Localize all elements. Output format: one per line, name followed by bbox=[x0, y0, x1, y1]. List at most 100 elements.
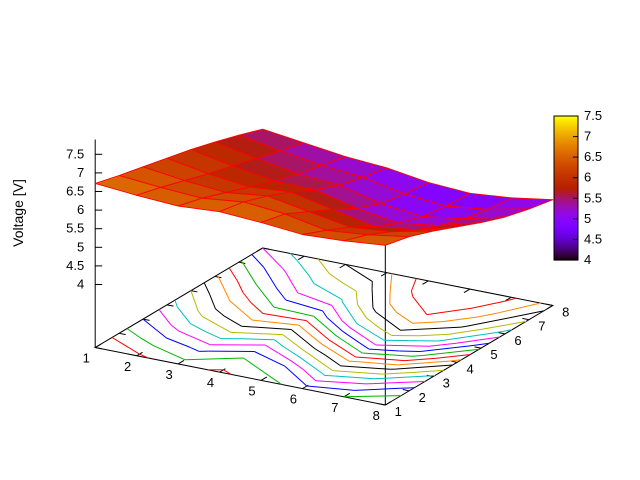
colorbar-strip bbox=[554, 134, 578, 137]
contour-segment bbox=[153, 345, 186, 361]
contour-segment bbox=[158, 309, 172, 325]
contour-segment bbox=[309, 275, 315, 284]
colorbar-strip bbox=[554, 116, 578, 119]
contour-segment bbox=[251, 254, 264, 268]
contour-segment bbox=[372, 307, 377, 313]
colorbar-tick-label: 6 bbox=[584, 170, 591, 185]
contour-segment bbox=[328, 339, 356, 358]
contour-segment bbox=[437, 340, 443, 342]
y-tick bbox=[546, 303, 553, 306]
contour-segment bbox=[264, 344, 293, 363]
contour-segment bbox=[410, 290, 414, 297]
contour-segment bbox=[326, 317, 344, 332]
contour-segment bbox=[315, 380, 366, 385]
contour-segment bbox=[185, 357, 244, 361]
y-mirror-tick bbox=[119, 332, 126, 336]
z-tick-label: 4.5 bbox=[66, 258, 84, 273]
contour-segment bbox=[331, 305, 343, 321]
colorbar-tick-label: 4 bbox=[584, 252, 591, 267]
colorbar-strip bbox=[554, 120, 578, 123]
y-tick-label: 2 bbox=[419, 390, 426, 405]
x-axis: 1 2 3 4 5 6 7 8 bbox=[83, 247, 554, 423]
colorbar-strip bbox=[554, 132, 578, 135]
colorbar-strip bbox=[554, 160, 578, 163]
y-tick-label: 4 bbox=[466, 361, 473, 376]
colorbar-strip bbox=[554, 130, 578, 133]
x-tick-label: 8 bbox=[373, 408, 380, 423]
z-tick-label: 6.5 bbox=[66, 184, 84, 199]
contour-segment bbox=[332, 370, 383, 375]
contour-segment bbox=[276, 288, 287, 301]
x-mirror-tick bbox=[463, 288, 471, 293]
colorbar-strip bbox=[554, 244, 578, 247]
colorbar-strip bbox=[554, 124, 578, 127]
contour-segment bbox=[356, 323, 385, 341]
colorbar-strip bbox=[554, 238, 578, 241]
contour-segment bbox=[218, 276, 230, 299]
contour-segment bbox=[241, 325, 292, 330]
contour-segment bbox=[284, 365, 308, 387]
colorbar-strip bbox=[554, 246, 578, 249]
contour-segment bbox=[190, 323, 206, 332]
x-tick-label: 7 bbox=[331, 400, 338, 415]
contour-segment bbox=[345, 358, 349, 362]
contour-segment bbox=[375, 344, 429, 347]
surface-quad bbox=[343, 234, 410, 246]
contour-segment bbox=[240, 260, 244, 264]
contour-segment bbox=[263, 266, 271, 277]
colorbar-strip bbox=[554, 192, 578, 195]
contour-segment bbox=[251, 319, 299, 326]
colorbar-strip bbox=[554, 228, 578, 231]
colorbar-strip bbox=[554, 224, 578, 227]
contour-segment bbox=[282, 334, 306, 352]
contour-segment bbox=[400, 326, 462, 331]
z-tick-label: 6 bbox=[77, 202, 84, 217]
colorbar-strip bbox=[554, 146, 578, 149]
contour-segment bbox=[297, 292, 332, 306]
colorbar-strip bbox=[554, 226, 578, 229]
contour-segment bbox=[307, 352, 333, 372]
contour-segment bbox=[404, 357, 437, 362]
colorbar-strip bbox=[554, 242, 578, 245]
x-tick-label: 4 bbox=[207, 375, 214, 390]
contour-segment bbox=[379, 327, 393, 336]
z-axis-title: Voltage [V] bbox=[10, 179, 26, 247]
contour-segment bbox=[395, 364, 453, 370]
colorbar-tick-label: 5.5 bbox=[584, 190, 602, 205]
contour-segment bbox=[178, 330, 211, 346]
contour-segment bbox=[355, 290, 359, 305]
contour-segment bbox=[299, 356, 323, 375]
colorbar-strip bbox=[554, 140, 578, 143]
colorbar-strip bbox=[554, 150, 578, 153]
y-tick-label: 5 bbox=[490, 347, 497, 362]
colorbar-tick-label: 4.5 bbox=[584, 231, 602, 246]
contour-segment bbox=[348, 360, 359, 363]
contour-segment bbox=[189, 346, 200, 352]
colorbar-strip bbox=[554, 202, 578, 205]
contour-segment bbox=[375, 311, 401, 331]
contour-segment bbox=[456, 336, 500, 344]
contour-segment bbox=[504, 297, 517, 302]
contour-segment bbox=[412, 321, 443, 324]
contour-segment bbox=[343, 395, 402, 398]
colorbar-strip bbox=[554, 136, 578, 139]
colorbar-strip bbox=[554, 118, 578, 121]
colorbar-strip bbox=[554, 148, 578, 151]
colorbar-strip bbox=[554, 158, 578, 161]
contour-segment bbox=[358, 361, 398, 366]
contour-segment bbox=[223, 369, 232, 375]
colorbar-strip bbox=[554, 154, 578, 157]
x-mirror-tick bbox=[422, 280, 429, 285]
y-mirror-tick bbox=[142, 318, 150, 321]
contour-segment bbox=[197, 310, 203, 317]
y-mirror-tick bbox=[166, 304, 174, 307]
z-tick-label: 5 bbox=[77, 239, 84, 254]
contour-segment bbox=[216, 274, 220, 278]
y-tick bbox=[474, 346, 482, 349]
x-tick bbox=[94, 343, 102, 348]
colorbar-strip bbox=[554, 166, 578, 169]
contour-segment bbox=[372, 381, 425, 385]
colorbar-strip bbox=[554, 210, 578, 213]
y-tick-label: 7 bbox=[538, 319, 545, 334]
x-mirror-tick bbox=[546, 305, 554, 310]
